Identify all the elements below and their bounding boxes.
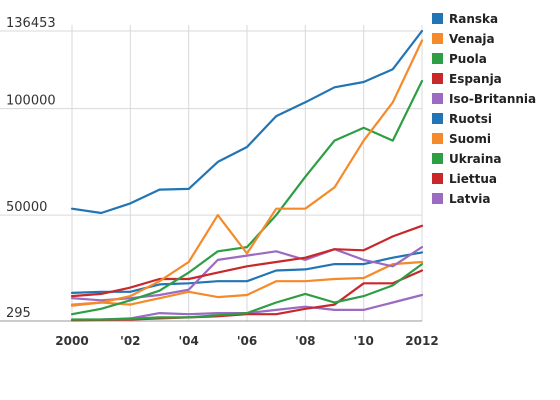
x-axis-tick-labels: 2000 '02 '04 '06 '08 '10 2012: [55, 334, 438, 348]
legend-swatch: [432, 13, 443, 24]
series-line-1[interactable]: [70, 39, 424, 306]
legend-label[interactable]: Liettua: [449, 172, 497, 186]
x-tick-label: '02: [120, 334, 140, 348]
legend-swatch: [432, 153, 443, 164]
legend-label[interactable]: Latvia: [449, 192, 491, 206]
legend-swatch: [432, 193, 443, 204]
x-tick-label: '04: [178, 334, 198, 348]
series-line-6[interactable]: [70, 260, 424, 307]
legend-swatch: [432, 33, 443, 44]
legend-label[interactable]: Iso-Britannia: [449, 92, 536, 106]
y-axis-tick-labels: 295 50000 100000 136453: [6, 16, 56, 321]
x-tick-label: 2012: [405, 334, 438, 348]
x-tick-label: '10: [353, 334, 373, 348]
legend-swatch: [432, 133, 443, 144]
series-line-3[interactable]: [70, 224, 424, 298]
legend: Ranska Venaja Puola Espanja Iso-Britannia Ruo…: [432, 12, 536, 206]
legend-label[interactable]: Ukraina: [449, 152, 502, 166]
series-line-7[interactable]: [70, 263, 424, 321]
y-tick-label: 100000: [6, 94, 56, 109]
x-tick-label: '08: [295, 334, 315, 348]
y-tick-label: 136453: [6, 16, 56, 31]
series-lines: [70, 29, 424, 322]
legend-label[interactable]: Venaja: [449, 32, 495, 46]
legend-label[interactable]: Suomi: [449, 132, 491, 146]
legend-swatch: [432, 53, 443, 64]
series-line-5[interactable]: [70, 251, 424, 294]
y-tick-label: 50000: [6, 200, 47, 215]
legend-label[interactable]: Ranska: [449, 12, 498, 26]
series-line-4[interactable]: [70, 246, 424, 302]
legend-swatch: [432, 173, 443, 184]
legend-swatch: [432, 93, 443, 104]
grid-lines: [0, 25, 423, 322]
series-line-2[interactable]: [70, 79, 424, 316]
y-tick-label: 295: [6, 306, 31, 321]
series-line-0[interactable]: [70, 29, 424, 215]
legend-label[interactable]: Puola: [449, 52, 487, 66]
legend-swatch: [432, 113, 443, 124]
x-tick-label: '06: [237, 334, 257, 348]
x-tick-label: 2000: [55, 334, 88, 348]
legend-label[interactable]: Espanja: [449, 72, 502, 86]
legend-label[interactable]: Ruotsi: [449, 112, 492, 126]
legend-swatch: [432, 73, 443, 84]
